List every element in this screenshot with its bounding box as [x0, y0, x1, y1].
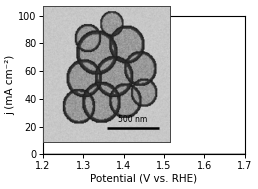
X-axis label: Potential (V vs. RHE): Potential (V vs. RHE) [90, 174, 197, 184]
Y-axis label: j (mA cm⁻²): j (mA cm⁻²) [6, 55, 15, 115]
